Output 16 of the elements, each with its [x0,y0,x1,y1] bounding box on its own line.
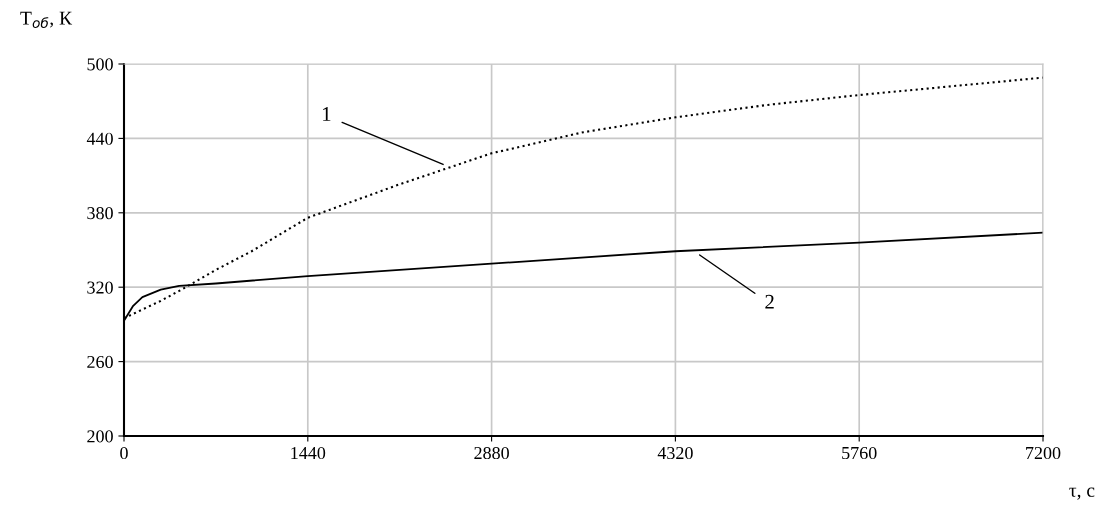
y-tick-label: 380 [87,207,113,220]
x-tick-label: 0 [120,446,128,460]
y-tick-label: 500 [87,58,113,71]
x-tick-label: 1440 [291,446,326,460]
y-tick-label: 440 [86,132,113,145]
x-tick-label: 7200 [1026,446,1061,460]
annotation: 1 [323,107,331,121]
y-tick-label: 320 [87,281,113,294]
annotation: 2 [765,294,774,309]
x-axis-title: τ, с [1069,487,1095,500]
x-tick-label: 4320 [657,446,693,460]
y-tick-label: 260 [87,355,113,369]
x-tick-label: 2880 [474,446,509,460]
y-axis-title: T$_{об}$, К [20,11,73,28]
y-tick-label: 200 [87,430,113,443]
x-tick-label: 5760 [842,446,877,460]
